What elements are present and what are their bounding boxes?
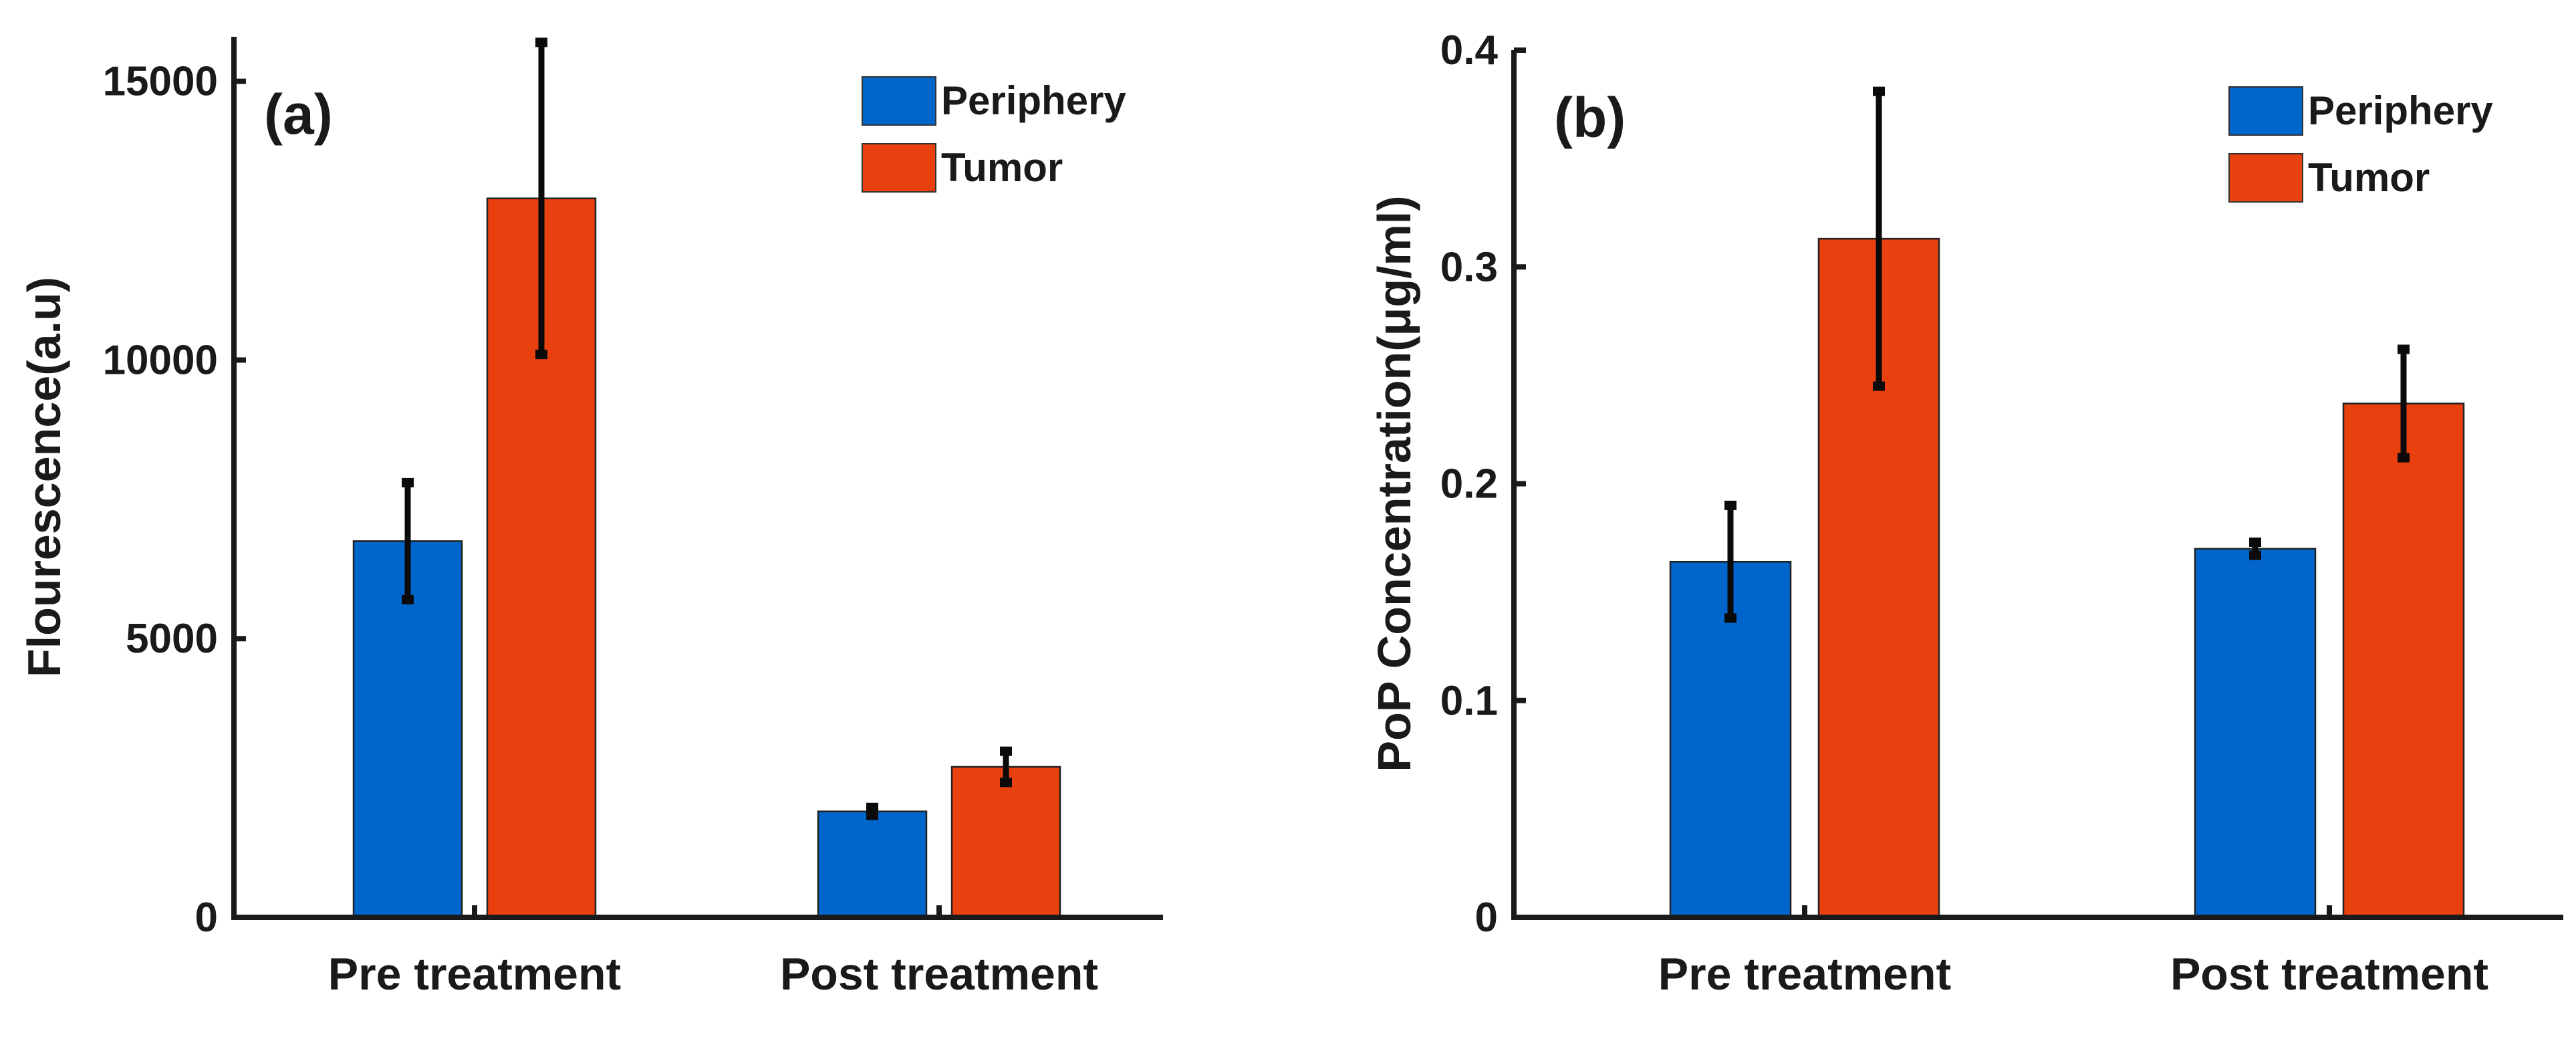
- chart-panel-a: Pre treatment Post treatment 0 5000 10000 150…: [18, 37, 1163, 1000]
- y-tick-label: 0.2: [1440, 461, 1498, 507]
- y-axis-label: PoP Concentration(μg/ml): [1368, 195, 1420, 772]
- bar-tumor-post-treatment: [2342, 402, 2465, 919]
- panel-label: (b): [1554, 86, 1626, 149]
- y-tick-label: 5000: [126, 616, 218, 662]
- bar-tumor-post-treatment: [950, 766, 1061, 919]
- x-tick-label: Pre treatment: [1658, 949, 1951, 1000]
- bar-periphery-post-treatment: [817, 810, 928, 919]
- bar-periphery-post-treatment: [2194, 548, 2317, 919]
- chart-panel-b: Pre treatment Post treatment 0 0.1 0.2 0.3 0.4…: [1368, 27, 2563, 1000]
- legend-label-tumor: Tumor: [941, 145, 1063, 190]
- y-tick-label: 0.3: [1440, 244, 1498, 290]
- y-tick-label: 0: [195, 895, 218, 941]
- y-tick-label: 0.4: [1440, 27, 1499, 74]
- x-tick-label: Post treatment: [780, 949, 1098, 1000]
- y-tick-label: 15000: [103, 59, 218, 105]
- legend: Periphery Tumor: [862, 76, 1126, 193]
- panel-label: (a): [264, 83, 333, 146]
- y-tick-label: 0: [1475, 895, 1498, 941]
- legend-swatch-tumor: [862, 143, 936, 193]
- y-axis-label: Flourescence(a.u): [18, 277, 70, 677]
- x-tick-label: Pre treatment: [328, 949, 621, 1000]
- legend-label-tumor: Tumor: [2308, 155, 2430, 200]
- legend-label-periphery: Periphery: [2308, 88, 2493, 133]
- legend-label-periphery: Periphery: [941, 78, 1126, 123]
- x-tick-label: Post treatment: [2170, 949, 2488, 1000]
- legend-swatch-tumor: [2228, 153, 2303, 203]
- legend-swatch-periphery: [862, 76, 936, 126]
- y-tick-label: 0.1: [1440, 678, 1498, 724]
- legend: Periphery Tumor: [2228, 86, 2493, 203]
- legend-swatch-periphery: [2228, 86, 2303, 136]
- y-tick-label: 10000: [103, 337, 218, 383]
